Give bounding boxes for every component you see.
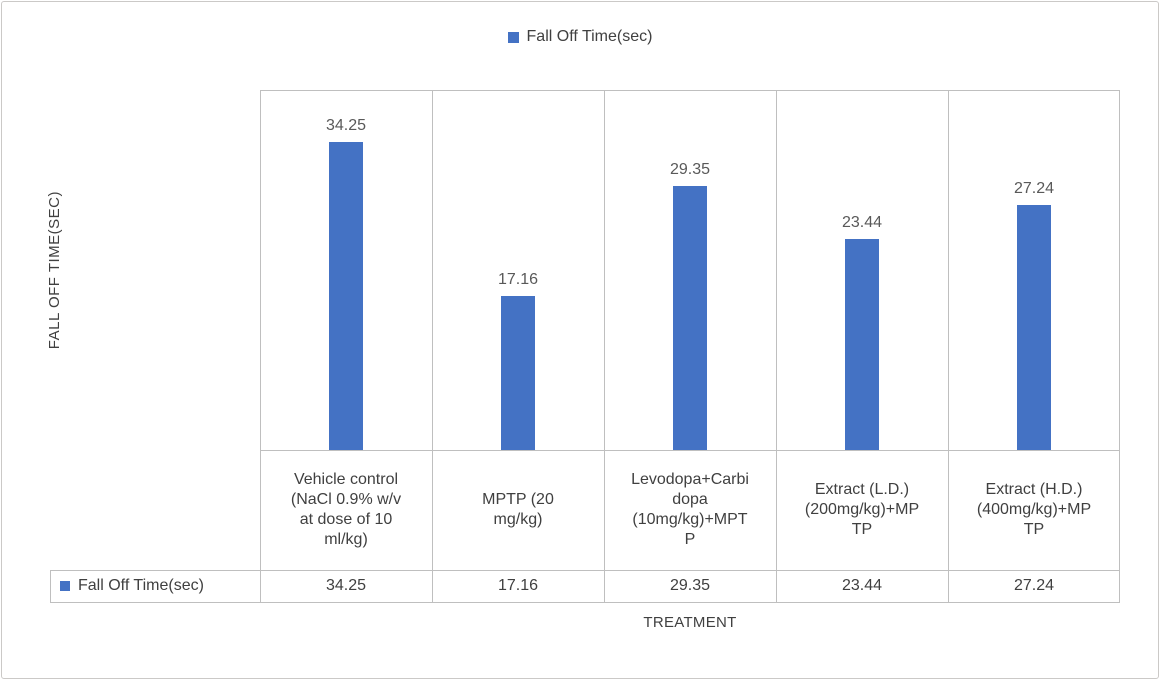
table-left-border: [50, 570, 51, 602]
bar-value-label: 23.44: [841, 214, 883, 231]
y-axis-title: FALL OFF TIME(SEC): [40, 90, 68, 450]
table-value-cell: 27.24: [1013, 577, 1055, 594]
legend-label: Fall Off Time(sec): [526, 28, 653, 45]
bar-value-label: 17.16: [497, 271, 539, 288]
category-divider-2: [604, 90, 605, 602]
bar-column: 17.16: [432, 90, 604, 450]
bar-value-label: 29.35: [669, 161, 711, 178]
category-label: Vehicle control (NaCl 0.9% w/v at dose o…: [290, 471, 402, 548]
bar-extract-hd: [1017, 205, 1051, 450]
category-label: Extract (L.D.) (200mg/kg)+MP TP: [804, 481, 920, 538]
table-value-cell: 23.44: [841, 577, 883, 594]
bar-vehicle-control: [329, 142, 363, 450]
table-row-header: Fall Off Time(sec): [50, 570, 260, 602]
plot-top-border: [260, 90, 1120, 91]
bar-mptp: [501, 296, 535, 450]
category-divider-1: [432, 90, 433, 602]
table-row-header-label: Fall Off Time(sec): [78, 577, 204, 594]
legend-key-icon: [60, 581, 70, 591]
table-divider-line: [50, 570, 1120, 571]
x-axis-line: [260, 450, 1120, 451]
x-axis-title: TREATMENT: [643, 614, 737, 631]
bar-extract-ld: [845, 239, 879, 450]
y-axis-title-text: FALL OFF TIME(SEC): [45, 190, 63, 350]
table-value-cell: 34.25: [325, 577, 367, 594]
category-divider-0: [260, 90, 261, 602]
category-label: Extract (H.D.) (400mg/kg)+MP TP: [976, 481, 1092, 538]
legend-key-icon: [507, 31, 519, 43]
bar-column: 23.44: [776, 90, 948, 450]
legend: Fall Off Time(sec): [2, 28, 1158, 46]
table-bottom-line: [50, 602, 1120, 603]
bar-column: 29.35: [604, 90, 776, 450]
bar-value-label: 27.24: [1013, 180, 1055, 197]
bar-column: 34.25: [260, 90, 432, 450]
bar-levodopa-carbidopa: [673, 186, 707, 450]
plot-right-border: [1119, 90, 1120, 602]
category-divider-4: [948, 90, 949, 602]
category-label: MPTP (20 mg/kg): [482, 491, 554, 528]
table-value-cell: 29.35: [669, 577, 711, 594]
category-divider-3: [776, 90, 777, 602]
table-value-cell: 17.16: [497, 577, 539, 594]
bar-column: 27.24: [948, 90, 1120, 450]
category-label: Levodopa+Carbi dopa (10mg/kg)+MPT P: [631, 471, 749, 548]
bar-value-label: 34.25: [325, 117, 367, 134]
